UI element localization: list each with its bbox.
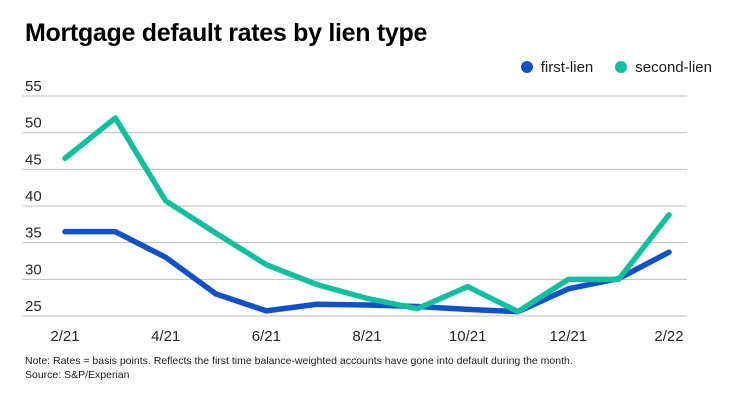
line-chart: 25 30 35 40 45 50 55 2/21 4/21 6/21 8/21 10/21 12/21… (22, 78, 687, 345)
y-axis-label: 55 (25, 78, 42, 95)
series-line-second-lien (62, 115, 672, 315)
x-axis-label: 8/21 (352, 328, 381, 345)
chart-footer: Note: Rates = basis points. Reflects the… (25, 354, 740, 382)
legend: first-lien second-lien (0, 56, 712, 78)
page-title: Mortgage default rates by lien type (25, 19, 428, 47)
series-line-first-lien (62, 228, 672, 315)
x-axis-label: 6/21 (252, 328, 281, 345)
y-axis-label: 45 (25, 151, 42, 168)
legend-item-first-lien: first-lien (520, 58, 594, 76)
legend-item-second-lien: second-lien (615, 59, 712, 76)
y-axis-label: 35 (25, 225, 42, 242)
first-lien-dot-icon (520, 61, 533, 73)
x-axis-label: 12/21 (550, 328, 588, 345)
y-axis-label: 50 (25, 115, 42, 132)
x-axis-label: 2/22 (654, 328, 683, 345)
note-text: Note: Rates = basis points. Reflects the… (25, 355, 573, 367)
x-axis-label: 2/21 (50, 328, 79, 345)
x-axis-label: 10/21 (449, 328, 487, 345)
second-lien-dot-icon (615, 61, 628, 73)
y-axis-label: 30 (25, 261, 42, 278)
y-axis-label: 40 (25, 188, 42, 205)
legend-label-second-lien: second-lien (635, 58, 712, 76)
source-text: Source: S&P/Experian (25, 369, 130, 381)
x-axis-label: 4/21 (151, 328, 180, 345)
legend-label-first-lien: first-lien (540, 58, 594, 76)
y-axis-label: 25 (25, 298, 42, 315)
